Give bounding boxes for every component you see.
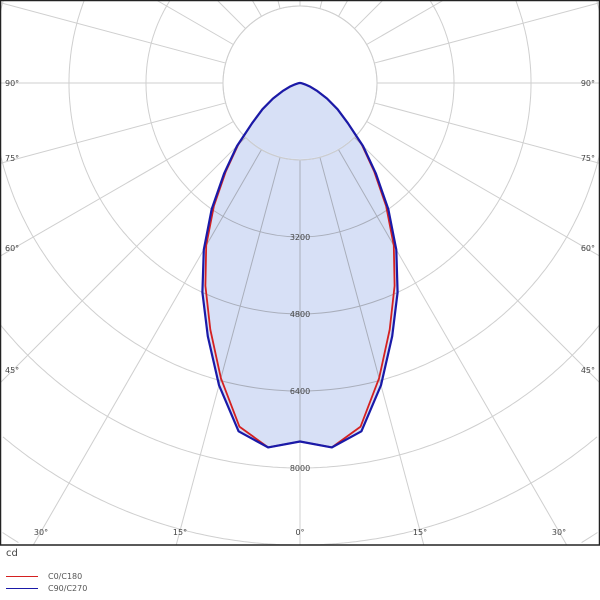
radial-gridline	[0, 121, 234, 257]
radial-gridline	[354, 0, 384, 29]
radial-gridline	[202, 149, 262, 448]
radial-gridline	[319, 0, 323, 9]
angle-label-right: 45°	[581, 366, 595, 375]
angle-label-right: 90°	[581, 79, 595, 88]
radial-gridline	[0, 137, 246, 384]
radial-gridline	[0, 102, 226, 164]
angle-label-bottom: 15°	[173, 528, 187, 537]
ring-label: 3200	[290, 233, 310, 242]
ring-gridline	[2, 436, 598, 546]
radial-gridline	[251, 0, 262, 17]
radial-gridline	[277, 0, 281, 9]
legend-item-c0: C0/C180	[6, 572, 82, 581]
ring-gridline	[0, 0, 600, 392]
ring-gridline-inner	[202, 83, 398, 238]
angle-label-bottom: 30°	[552, 528, 566, 537]
radial-gridline	[366, 0, 445, 45]
ring-label: 6400	[290, 387, 310, 396]
legend-swatch-blue	[6, 588, 38, 589]
radial-gridline	[366, 121, 600, 257]
legend-label: C0/C180	[48, 572, 83, 581]
radial-gridline	[155, 0, 234, 45]
radial-gridline	[319, 157, 398, 448]
legend-label: C90/C270	[48, 584, 88, 593]
ring-gridline	[2, 532, 598, 544]
ring-label: 8000	[290, 464, 310, 473]
legend-swatch-red	[6, 576, 38, 577]
radial-gridline	[202, 157, 281, 448]
radial-gridline	[354, 137, 600, 384]
angle-label-left: 75°	[5, 154, 19, 163]
angle-label-bottom: 15°	[413, 528, 427, 537]
angle-label-left: 60°	[5, 244, 19, 253]
ring-gridline	[0, 324, 600, 469]
radial-gridline	[216, 0, 246, 29]
unit-label: cd	[6, 548, 18, 559]
plot-area	[0, 0, 600, 546]
angle-label-left: 45°	[5, 366, 19, 375]
angle-label-bottom: 0°	[295, 528, 304, 537]
legend-item-c90: C90/C270	[6, 584, 87, 593]
angle-label-left: 90°	[5, 79, 19, 88]
series-curve-c90-c270	[201, 81, 399, 449]
ring-gridline-inner	[202, 83, 398, 392]
angle-label-bottom: 30°	[34, 528, 48, 537]
ring-gridline-inner	[202, 83, 398, 315]
radial-gridline	[374, 2, 600, 64]
radial-gridline	[338, 149, 398, 448]
radial-gridline	[0, 2, 226, 64]
inner-ring	[222, 5, 378, 161]
radial-gridline	[374, 102, 600, 164]
ring-label: 4800	[290, 310, 310, 319]
radial-gridline	[338, 0, 349, 17]
angle-label-right: 75°	[581, 154, 595, 163]
angle-label-right: 60°	[581, 244, 595, 253]
